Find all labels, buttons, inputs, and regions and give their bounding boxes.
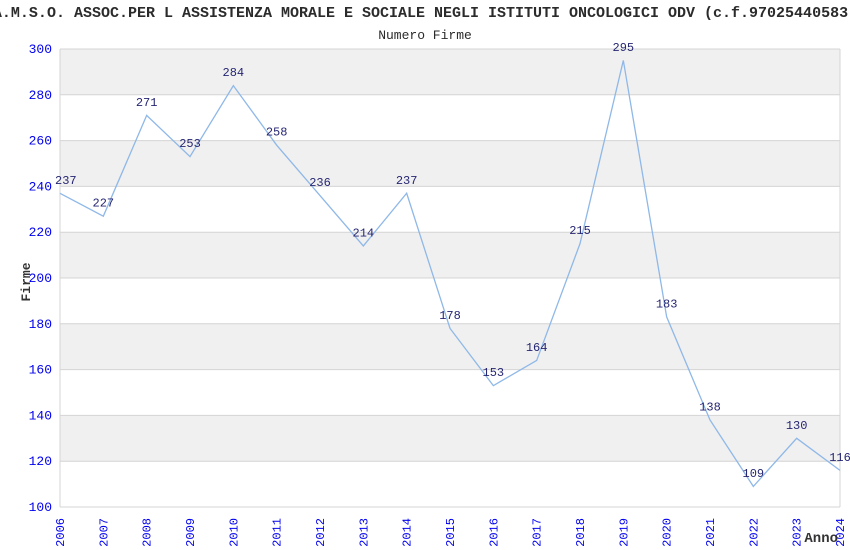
svg-text:2021: 2021: [704, 518, 718, 547]
svg-text:240: 240: [29, 179, 52, 194]
svg-text:237: 237: [55, 174, 77, 188]
svg-text:260: 260: [29, 134, 52, 149]
svg-text:178: 178: [439, 309, 461, 323]
svg-text:271: 271: [136, 96, 158, 110]
svg-text:116: 116: [829, 451, 850, 465]
svg-text:2019: 2019: [617, 518, 631, 547]
svg-text:2007: 2007: [97, 518, 111, 547]
svg-text:2020: 2020: [661, 518, 675, 547]
svg-text:215: 215: [569, 224, 591, 238]
svg-text:Firme: Firme: [19, 262, 34, 301]
svg-text:164: 164: [526, 341, 548, 355]
svg-text:183: 183: [656, 297, 678, 311]
svg-text:2018: 2018: [574, 518, 588, 547]
svg-text:2014: 2014: [401, 518, 415, 547]
svg-text:153: 153: [483, 366, 505, 380]
svg-text:227: 227: [93, 197, 115, 211]
svg-text:295: 295: [613, 41, 635, 55]
svg-text:280: 280: [29, 88, 52, 103]
svg-text:120: 120: [29, 454, 52, 469]
svg-text:2011: 2011: [271, 518, 285, 547]
svg-text:300: 300: [29, 42, 52, 57]
svg-text:2008: 2008: [141, 518, 155, 547]
svg-text:160: 160: [29, 363, 52, 378]
svg-text:138: 138: [699, 400, 721, 414]
svg-text:180: 180: [29, 317, 52, 332]
svg-text:2015: 2015: [444, 518, 458, 547]
svg-text:214: 214: [353, 226, 375, 240]
svg-text:140: 140: [29, 408, 52, 423]
svg-text:100: 100: [29, 500, 52, 515]
svg-text:2006: 2006: [54, 518, 68, 547]
svg-text:2022: 2022: [747, 518, 761, 547]
svg-text:2012: 2012: [314, 518, 328, 547]
svg-text:2016: 2016: [487, 518, 501, 547]
svg-text:130: 130: [786, 419, 808, 433]
svg-text:2023: 2023: [791, 518, 805, 547]
svg-text:237: 237: [396, 174, 418, 188]
svg-text:253: 253: [179, 137, 201, 151]
svg-text:284: 284: [223, 66, 245, 80]
svg-text:220: 220: [29, 225, 52, 240]
svg-text:109: 109: [743, 467, 765, 481]
svg-text:2010: 2010: [227, 518, 241, 547]
svg-text:236: 236: [309, 176, 331, 190]
svg-text:258: 258: [266, 126, 288, 140]
svg-text:Anno: Anno: [804, 531, 838, 547]
svg-text:2009: 2009: [184, 518, 198, 547]
svg-text:2017: 2017: [531, 518, 545, 547]
svg-text:2013: 2013: [357, 518, 371, 547]
